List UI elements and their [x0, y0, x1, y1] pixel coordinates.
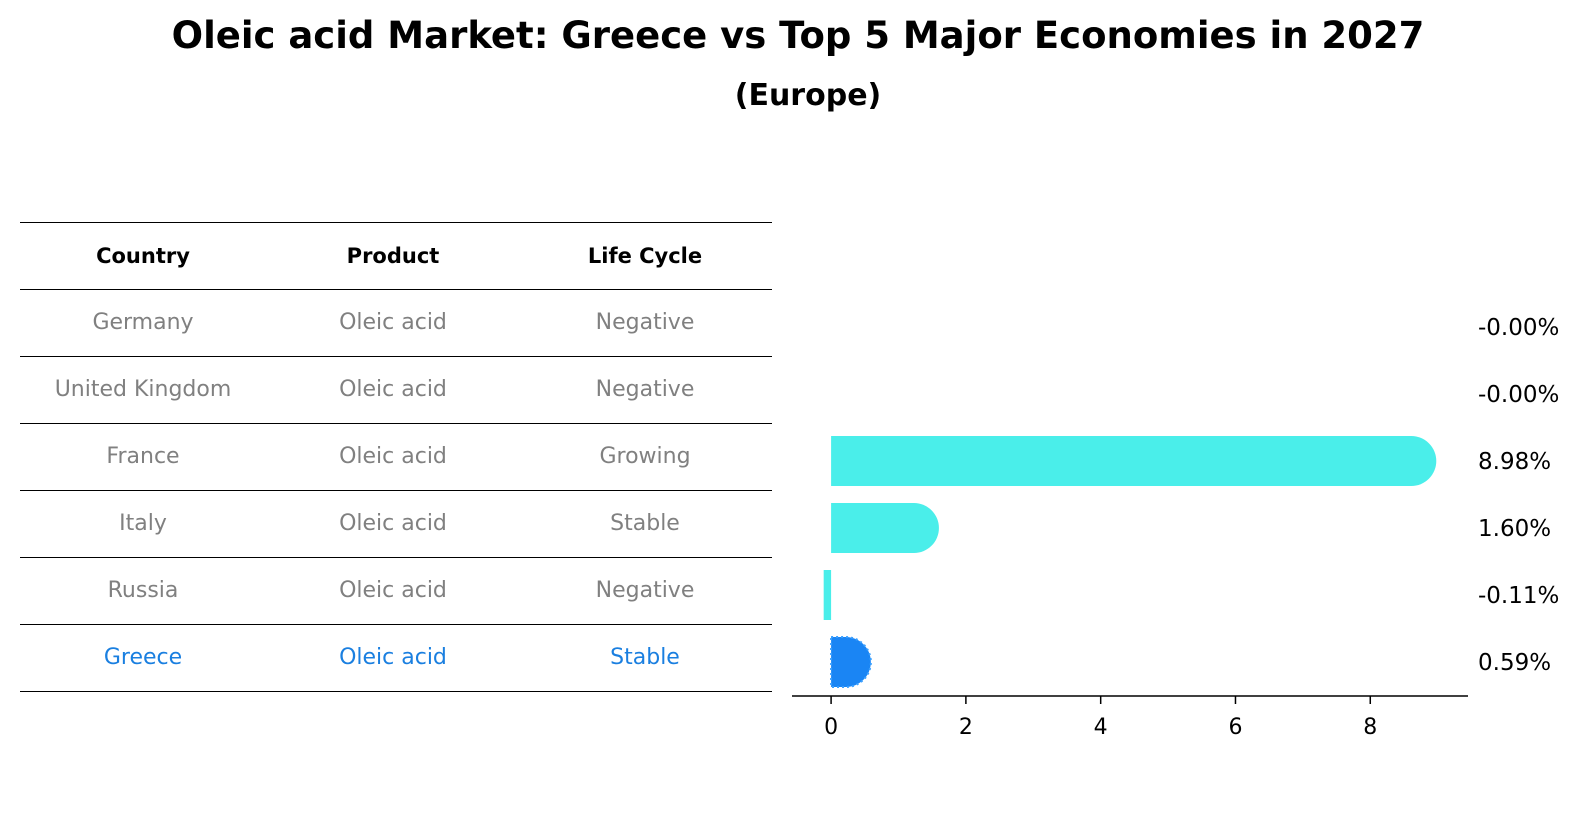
bar [831, 503, 939, 553]
bar [823, 570, 832, 620]
x-tick-label: 8 [1363, 715, 1377, 740]
x-tick-label: 0 [824, 715, 838, 740]
bar-value-label: 0.59% [1478, 650, 1551, 676]
bar [830, 636, 872, 688]
table-cell: Oleic acid [339, 376, 447, 402]
table-cell: Oleic acid [339, 510, 447, 536]
bar [831, 436, 1437, 486]
table-cell: Negative [595, 376, 695, 402]
x-tick-label: 2 [959, 715, 973, 740]
table-cell: Growing [599, 443, 691, 469]
table-rule [20, 423, 772, 424]
table-cell: Negative [595, 309, 695, 335]
bar-value-label: -0.00% [1478, 315, 1559, 341]
table-cell: Russia [107, 577, 179, 603]
table-header-cell: Country [96, 243, 190, 268]
table-cell: Oleic acid [339, 309, 447, 335]
bar-value-label: -0.00% [1478, 382, 1559, 408]
table-cell: Italy [119, 510, 167, 536]
table-cell: Oleic acid [339, 644, 447, 670]
table-cell: Germany [92, 309, 194, 335]
table-header-cell: Life Cycle [587, 243, 703, 268]
table-rule [20, 356, 772, 357]
x-tick-label: 4 [1094, 715, 1108, 740]
table-cell: Stable [610, 644, 680, 670]
bar-value-label: 1.60% [1478, 516, 1551, 542]
chart-subtitle: (Europe) [734, 78, 882, 113]
table-cell: Stable [610, 510, 680, 536]
table-cell: Greece [103, 644, 183, 670]
table-rule [20, 490, 772, 491]
table-rule [20, 691, 772, 692]
x-tick-label: 6 [1228, 715, 1242, 740]
table-cell: Negative [595, 577, 695, 603]
bar-value-label: -0.11% [1478, 583, 1559, 609]
bar-value-label: 8.98% [1478, 449, 1551, 475]
table-cell: United Kingdom [54, 376, 232, 402]
table-rule [20, 222, 772, 223]
table-rule [20, 289, 772, 290]
table-cell: Oleic acid [339, 577, 447, 603]
table-rule [20, 624, 772, 625]
table-cell: Oleic acid [339, 443, 447, 469]
table-cell: France [106, 443, 180, 469]
table-rule [20, 557, 772, 558]
chart-title: Oleic acid Market: Greece vs Top 5 Major… [171, 14, 1425, 57]
table-header-cell: Product [346, 243, 440, 268]
